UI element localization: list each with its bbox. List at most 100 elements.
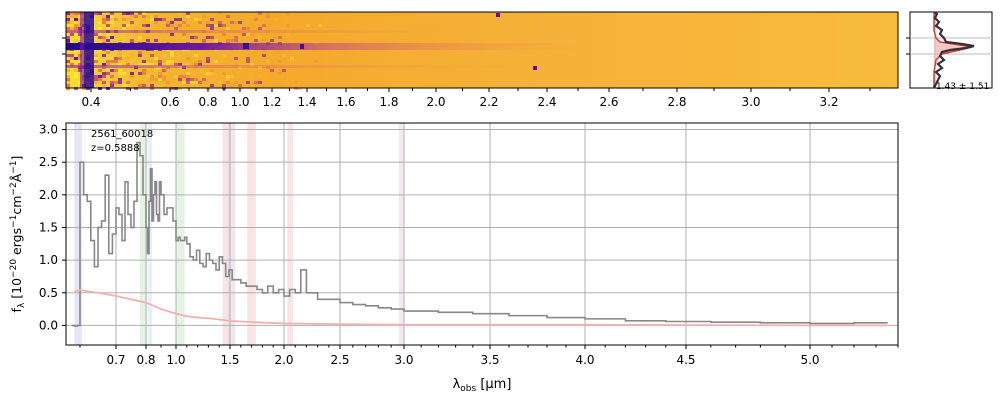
heatmap-pixel [134, 72, 138, 75]
profile-data-line [933, 11, 975, 89]
y-tick-label: 3.0 [39, 123, 58, 137]
heatmap-pixel [194, 63, 198, 66]
heatmap-pixel [174, 75, 178, 78]
heatmap-pixel [94, 12, 98, 15]
heatmap-pixel [178, 18, 182, 21]
y-axis: 0.0 0.5 1.0 1.5 2.0 2.5 3.0 [39, 123, 66, 332]
heatmap-pixel [226, 39, 230, 42]
heatmap-pixel [170, 51, 174, 54]
x-tick-label: 0.7 [106, 353, 125, 367]
heatmap-pixel [74, 39, 78, 42]
heatmap-pixel [222, 72, 226, 75]
heatmap-pixel [198, 60, 202, 63]
heatmap-pixel [114, 69, 118, 72]
heatmap-pixel [214, 24, 218, 27]
heatmap-xtick-label: 0.4 [81, 95, 100, 109]
heatmap-pixel [162, 75, 166, 78]
heatmap-pixel [150, 81, 154, 84]
heatmap-trace-lower [66, 65, 526, 68]
heatmap-pixel [170, 60, 174, 63]
heatmap-pixel [198, 21, 202, 24]
heatmap-pixel [190, 81, 194, 84]
heatmap-pixel [302, 33, 306, 36]
heatmap-pixel [150, 75, 154, 78]
heatmap-pixel [222, 84, 226, 87]
y-axis-label-sub: λ [17, 302, 27, 308]
heatmap-pixel [214, 39, 218, 42]
line-band [74, 123, 82, 345]
heatmap-pixel [126, 24, 130, 27]
heatmap-xtick-label: 0.6 [160, 95, 179, 109]
heatmap-pixel [158, 84, 162, 87]
heatmap-pixel [194, 78, 198, 81]
heatmap-pixel [154, 39, 158, 42]
heatmap-pixel [94, 75, 98, 78]
heatmap-pixel [186, 18, 190, 21]
heatmap-pixel [150, 63, 154, 66]
heatmap-pixel [130, 54, 134, 57]
heatmap-pixel [70, 15, 74, 18]
heatmap-pixel [294, 81, 298, 84]
heatmap-pixel [138, 54, 142, 57]
heatmap-pixel [270, 39, 274, 42]
heatmap-xtick-label: 2.0 [426, 95, 445, 109]
heatmap-xtick-label: 2.8 [667, 95, 686, 109]
line-band [176, 123, 185, 345]
heatmap-pixel [102, 81, 106, 84]
heatmap-pixel [154, 63, 158, 66]
heatmap-pixel [218, 21, 222, 24]
heatmap-pixel [102, 39, 106, 42]
heatmap-pixel [170, 24, 174, 27]
heatmap-pixel [274, 18, 278, 21]
heatmap-pixel [74, 12, 78, 15]
heatmap-pixel [246, 27, 250, 30]
heatmap-pixel [198, 78, 202, 81]
heatmap-vertical-band-2 [80, 12, 84, 88]
heatmap-pixel [198, 63, 202, 66]
heatmap-pixel [102, 36, 106, 39]
heatmap-xtick-label: 3.0 [741, 95, 760, 109]
heatmap-pixel [278, 60, 282, 63]
heatmap-pixel [106, 51, 110, 54]
heatmap-pixel [162, 54, 166, 57]
heatmap-pixel [278, 72, 282, 75]
heatmap-pixel [70, 33, 74, 36]
line-band [227, 123, 236, 345]
heatmap-pixel [318, 24, 322, 27]
x-tick-label: 4.0 [575, 353, 594, 367]
heatmap-pixel [262, 78, 266, 81]
heatmap-pixel [254, 18, 258, 21]
heatmap-xtick-label: 2.2 [479, 95, 498, 109]
heatmap-pixel [246, 33, 250, 36]
heatmap-pixel [230, 21, 234, 24]
heatmap-pixel [110, 75, 114, 78]
heatmap-pixel [222, 18, 226, 21]
heatmap-pixel [66, 36, 70, 39]
heatmap-pixel [126, 57, 130, 60]
heatmap-hot-pixel [496, 13, 500, 17]
heatmap-pixel [182, 21, 186, 24]
heatmap-pixel [174, 63, 178, 66]
heatmap-pixel [138, 12, 142, 15]
heatmap-pixel [206, 21, 210, 24]
heatmap-pixel [186, 12, 190, 15]
heatmap-pixel [154, 18, 158, 21]
heatmap-pixel [130, 36, 134, 39]
heatmap-x-axis: 0.4 0.6 0.8 1.0 1.2 1.4 1.6 1.8 2.0 2.2 2.4 2.6 2.8 3… [81, 88, 871, 109]
heatmap-pixel [122, 12, 126, 15]
heatmap-pixel [218, 24, 222, 27]
heatmap-pixel [186, 81, 190, 84]
heatmap-pixel [102, 18, 106, 21]
heatmap-pixel [142, 72, 146, 75]
heatmap-pixel [102, 72, 106, 75]
heatmap-hot-pixel [533, 66, 537, 70]
heatmap-pixel [214, 60, 218, 63]
heatmap-pixel [154, 15, 158, 18]
heatmap-pixel [186, 72, 190, 75]
heatmap-pixel [246, 81, 250, 84]
heatmap-pixel [254, 39, 258, 42]
heatmap-pixel [182, 33, 186, 36]
heatmap-pixel [266, 60, 270, 63]
heatmap-pixel [222, 33, 226, 36]
heatmap-pixel [238, 21, 242, 24]
